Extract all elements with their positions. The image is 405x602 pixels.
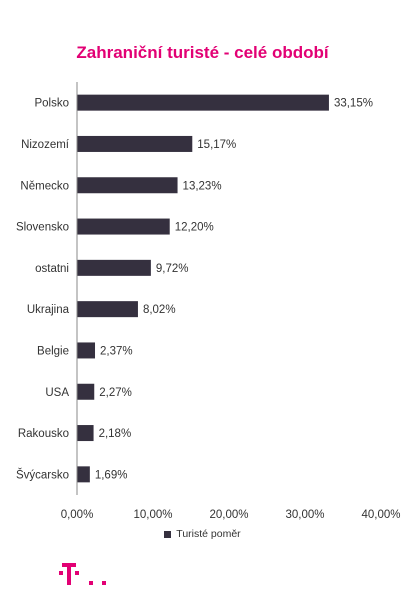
category-label: Belgie — [37, 345, 69, 357]
value-label: 2,27% — [99, 387, 132, 399]
x-tick-label: 30,00% — [285, 509, 324, 521]
value-label: 2,18% — [99, 428, 132, 440]
legend: Turisté poměr — [0, 528, 405, 540]
bar-1 — [77, 94, 329, 111]
x-tick-label: 40,00% — [361, 509, 400, 521]
category-labels: Polsko Nizozemí Německo Slovensko ostatni Ukr… — [16, 98, 70, 482]
category-label: USA — [45, 387, 69, 399]
telekom-t-logo-icon — [59, 563, 106, 585]
bar-8 — [77, 383, 95, 400]
bar-6 — [77, 301, 138, 318]
legend-label: Turisté poměr — [176, 528, 241, 541]
category-label: Německo — [20, 180, 69, 192]
bar-9 — [77, 425, 94, 442]
value-label: 12,20% — [175, 222, 214, 234]
value-label: 1,69% — [95, 469, 128, 481]
value-labels: 33,15% 15,17% 13,23% 12,20% 9,72% 8,02% 2,37% 2… — [95, 98, 373, 482]
value-label: 33,15% — [334, 98, 373, 110]
value-label: 9,72% — [156, 263, 189, 275]
bar-5 — [77, 259, 151, 276]
category-label: Nizozemí — [21, 139, 70, 151]
legend-swatch — [164, 530, 172, 538]
category-label: Rakousko — [18, 428, 69, 440]
category-label: Slovensko — [16, 222, 69, 234]
category-label: ostatni — [35, 263, 69, 275]
category-label: Ukrajina — [27, 304, 70, 316]
x-axis-ticks: 0,00% 10,00% 20,00% 30,00% 40,00% — [61, 509, 401, 521]
bar-2 — [77, 135, 193, 152]
value-label: 13,23% — [183, 180, 222, 192]
value-label: 8,02% — [143, 304, 176, 316]
bar-10 — [77, 466, 90, 483]
value-label: 15,17% — [197, 139, 236, 151]
category-label: Polsko — [34, 98, 69, 110]
chart-title: Zahraniční turisté - celé období — [76, 43, 329, 62]
bar-3 — [77, 177, 178, 194]
x-tick-label: 0,00% — [61, 509, 94, 521]
x-tick-label: 20,00% — [209, 509, 248, 521]
value-label: 2,37% — [100, 345, 133, 357]
bar-4 — [77, 218, 170, 235]
bars-group — [77, 94, 329, 483]
bar-7 — [77, 342, 96, 359]
category-label: Švýcarsko — [16, 468, 69, 481]
x-tick-label: 10,00% — [133, 509, 172, 521]
